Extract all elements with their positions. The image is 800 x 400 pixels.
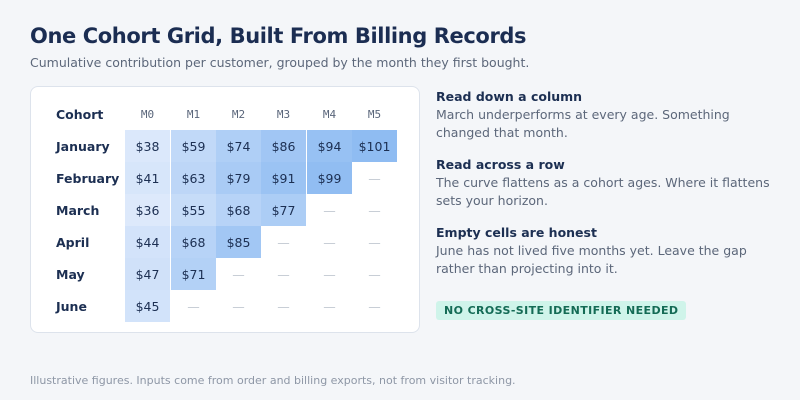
row-label-april: April	[56, 234, 90, 250]
row-label-january: January	[56, 138, 110, 154]
footer-note: Illustrative figures. Inputs come from o…	[30, 374, 516, 387]
value-cell: $44	[125, 226, 170, 258]
note-row: Read across a row The curve flattens as …	[436, 156, 786, 210]
empty-cell: —	[277, 298, 290, 314]
value-cell: $45	[125, 290, 170, 322]
value-cell: $68	[171, 226, 216, 258]
empty-cell: —	[277, 234, 290, 250]
empty-cell: —	[323, 266, 336, 282]
note-title: Read down a column	[436, 89, 583, 104]
value-cell: $91	[261, 162, 306, 194]
value-cell: $86	[261, 130, 306, 162]
empty-cell: —	[323, 202, 336, 218]
note-empty-cells: Empty cells are honest June has not live…	[436, 224, 786, 278]
row-label-february: February	[56, 170, 120, 186]
notes-panel: Read down a column March underperforms a…	[436, 88, 786, 292]
value-cell: $79	[216, 162, 261, 194]
column-header-m1: M1	[186, 107, 201, 121]
cohort-column-header: Cohort	[56, 106, 104, 122]
empty-cell: —	[368, 170, 381, 186]
row-label-june: June	[56, 298, 87, 314]
empty-cell: —	[323, 298, 336, 314]
value-cell: $74	[216, 130, 261, 162]
value-cell: $63	[171, 162, 216, 194]
value-cell: $47	[125, 258, 170, 290]
note-column: Read down a column March underperforms a…	[436, 88, 786, 142]
page-subtitle: Cumulative contribution per customer, gr…	[30, 55, 530, 70]
value-cell: $77	[261, 194, 306, 226]
note-title: Empty cells are honest	[436, 225, 597, 240]
empty-cell: —	[368, 234, 381, 250]
status-badge: NO CROSS-SITE IDENTIFIER NEEDED	[436, 301, 687, 320]
empty-cell: —	[232, 298, 245, 314]
value-cell: $59	[171, 130, 216, 162]
empty-cell: —	[323, 234, 336, 250]
column-header-m5: M5	[367, 107, 382, 121]
note-body: June has not lived five months yet. Leav…	[436, 243, 747, 276]
page-title: One Cohort Grid, Built From Billing Reco…	[30, 24, 527, 48]
note-body: The curve flattens as a cohort ages. Whe…	[436, 175, 770, 208]
value-cell: $85	[216, 226, 261, 258]
value-cell: $38	[125, 130, 170, 162]
column-header-m0: M0	[140, 107, 155, 121]
value-cell: $68	[216, 194, 261, 226]
value-cell: $94	[307, 130, 352, 162]
empty-cell: —	[232, 266, 245, 282]
column-header-m3: M3	[276, 107, 291, 121]
column-header-m2: M2	[231, 107, 246, 121]
empty-cell: —	[368, 202, 381, 218]
value-cell: $55	[171, 194, 216, 226]
row-label-may: May	[56, 266, 85, 282]
row-label-march: March	[56, 202, 100, 218]
value-cell: $41	[125, 162, 170, 194]
cohort-grid: Cohort M0 M1 M2 M3 M4 M5 January $38 $59 $74 $86 $9…	[31, 87, 419, 332]
empty-cell: —	[277, 266, 290, 282]
value-cell: $36	[125, 194, 170, 226]
note-body: March underperforms at every age. Someth…	[436, 107, 730, 140]
empty-cell: —	[368, 298, 381, 314]
note-title: Read across a row	[436, 157, 565, 172]
value-cell: $101	[352, 130, 397, 162]
empty-cell: —	[368, 266, 381, 282]
value-cell: $71	[171, 258, 216, 290]
column-header-m4: M4	[322, 107, 337, 121]
cohort-grid-card: Cohort M0 M1 M2 M3 M4 M5 January $38 $59 $74 $86 $9…	[30, 86, 420, 333]
value-cell: $99	[307, 162, 352, 194]
empty-cell: —	[187, 298, 200, 314]
